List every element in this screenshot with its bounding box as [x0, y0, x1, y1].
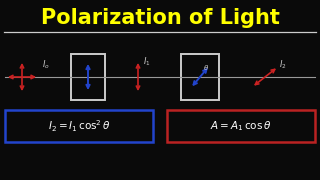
Text: $I_o$: $I_o$: [42, 59, 50, 71]
Bar: [167, 110, 315, 142]
Text: $A = A_1\,\cos\theta$: $A = A_1\,\cos\theta$: [210, 119, 272, 133]
Text: $\theta$: $\theta$: [203, 63, 209, 72]
Text: $I_2$: $I_2$: [279, 58, 287, 71]
Bar: [71, 54, 105, 100]
Bar: [181, 54, 219, 100]
Text: $I_1$: $I_1$: [143, 56, 151, 68]
Text: $I_2 = I_1\,\cos^2\theta$: $I_2 = I_1\,\cos^2\theta$: [48, 118, 110, 134]
Text: Polarization of Light: Polarization of Light: [41, 8, 279, 28]
Bar: [5, 110, 153, 142]
